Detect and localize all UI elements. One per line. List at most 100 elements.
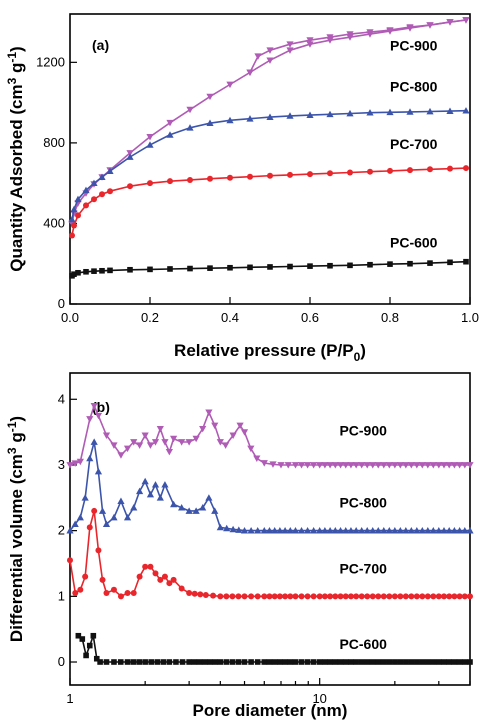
data-point-pc-900	[440, 462, 448, 469]
data-point-pc-800	[123, 513, 132, 521]
data-point-pc-900	[402, 462, 410, 469]
data-point-pc-800	[406, 108, 414, 115]
data-point-pc-900	[86, 416, 94, 423]
data-point-pc-600	[282, 659, 288, 665]
data-point-pc-600	[425, 659, 431, 665]
panel-a-frame	[69, 13, 471, 305]
data-point-pc-900	[326, 462, 334, 469]
data-point-pc-600	[79, 636, 86, 642]
data-point-pc-900	[391, 462, 399, 469]
data-point-pc-600	[97, 659, 103, 665]
data-point-pc-600	[310, 659, 317, 665]
data-point-pc-600	[408, 659, 415, 665]
data-point-pc-600	[322, 659, 328, 665]
data-point-pc-700	[461, 593, 468, 600]
data-point-pc-900	[407, 462, 415, 469]
data-point-pc-800	[271, 527, 279, 534]
data-point-pc-700	[186, 590, 193, 597]
data-point-pc-700	[124, 590, 131, 597]
data-point-pc-600	[75, 269, 81, 276]
data-point-pc-900	[76, 458, 84, 466]
data-point-pc-600	[358, 659, 365, 665]
data-point-pc-900	[222, 442, 230, 449]
data-point-pc-900	[266, 47, 274, 54]
data-point-pc-600	[187, 265, 193, 272]
data-point-pc-800	[206, 119, 214, 127]
data-point-pc-600	[261, 659, 268, 665]
data-point-pc-600	[337, 659, 344, 665]
data-point-pc-800	[396, 527, 404, 534]
data-point-pc-700	[327, 593, 334, 600]
data-point-pc-700	[117, 593, 124, 600]
x-tick-label: 1	[66, 691, 73, 706]
data-point-pc-600	[386, 659, 393, 665]
data-point-pc-700	[369, 593, 376, 600]
data-point-pc-800	[71, 520, 79, 527]
data-point-pc-800	[366, 109, 374, 116]
data-point-pc-800	[141, 477, 149, 485]
data-point-pc-900	[286, 47, 294, 54]
data-point-pc-700	[210, 592, 217, 599]
data-point-pc-900	[253, 455, 261, 462]
data-point-pc-900	[192, 435, 200, 443]
data-point-pc-600	[117, 659, 124, 665]
data-point-pc-900	[130, 439, 138, 446]
data-point-pc-800	[281, 527, 289, 534]
data-point-pc-600	[111, 659, 117, 665]
data-point-pc-900	[226, 81, 234, 89]
series-label-pc-900: PC-900	[390, 37, 438, 53]
data-point-pc-700	[427, 166, 433, 173]
data-point-pc-900	[366, 29, 374, 36]
data-point-pc-800	[110, 513, 118, 521]
y-tick-label: 4	[58, 391, 65, 406]
data-point-pc-800	[407, 527, 415, 534]
data-point-pc-800	[418, 527, 426, 534]
data-point-pc-700	[157, 576, 164, 583]
series-label-pc-700: PC-700	[390, 136, 438, 152]
data-point-pc-700	[271, 593, 278, 600]
data-point-pc-600	[447, 259, 453, 266]
data-point-pc-800	[336, 527, 345, 534]
data-point-pc-600	[93, 655, 100, 662]
series-pc-700	[67, 507, 473, 600]
data-point-pc-800	[106, 167, 114, 174]
data-point-pc-900	[110, 442, 118, 449]
data-point-pc-700	[304, 593, 311, 600]
data-point-pc-700	[178, 585, 185, 592]
data-point-pc-600	[103, 659, 110, 665]
data-point-pc-900	[306, 41, 314, 48]
data-point-pc-900	[90, 402, 98, 410]
data-point-pc-600	[71, 271, 77, 277]
panel-b-y-axis-label: Differential volume (cm3 g-1)	[5, 416, 26, 642]
data-point-pc-600	[229, 659, 236, 665]
series-pc-700	[69, 165, 469, 239]
data-point-pc-900	[284, 462, 292, 469]
data-point-pc-800	[424, 527, 432, 534]
data-point-pc-700	[99, 191, 105, 198]
data-point-pc-800	[185, 507, 193, 514]
data-point-pc-600	[154, 659, 161, 665]
data-point-pc-900	[336, 462, 345, 469]
data-point-pc-800	[170, 500, 178, 508]
data-point-pc-600	[441, 659, 447, 665]
data-point-pc-700	[430, 593, 437, 600]
data-point-pc-900	[161, 439, 169, 446]
data-point-pc-600	[436, 659, 442, 665]
data-point-pc-900	[117, 452, 125, 459]
data-point-pc-800	[466, 527, 474, 534]
data-point-pc-800	[223, 524, 231, 532]
data-point-pc-700	[247, 173, 253, 180]
data-point-pc-600	[75, 632, 82, 639]
data-point-pc-600	[235, 659, 242, 665]
data-point-pc-900	[321, 462, 329, 469]
panel-a: (a) 0.0 0.2 0.4 0.6 0.8 1.0 0 400 800 1200 PC-900…	[5, 13, 479, 364]
data-point-pc-800	[229, 525, 237, 533]
series-line-pc-800	[71, 109, 467, 220]
data-point-pc-900	[386, 27, 394, 34]
data-point-pc-800	[342, 527, 350, 534]
data-point-pc-900	[123, 445, 132, 453]
data-point-pc-600	[130, 659, 137, 665]
data-point-pc-900	[435, 462, 443, 469]
data-point-pc-600	[142, 659, 148, 665]
data-point-pc-900	[178, 439, 186, 446]
